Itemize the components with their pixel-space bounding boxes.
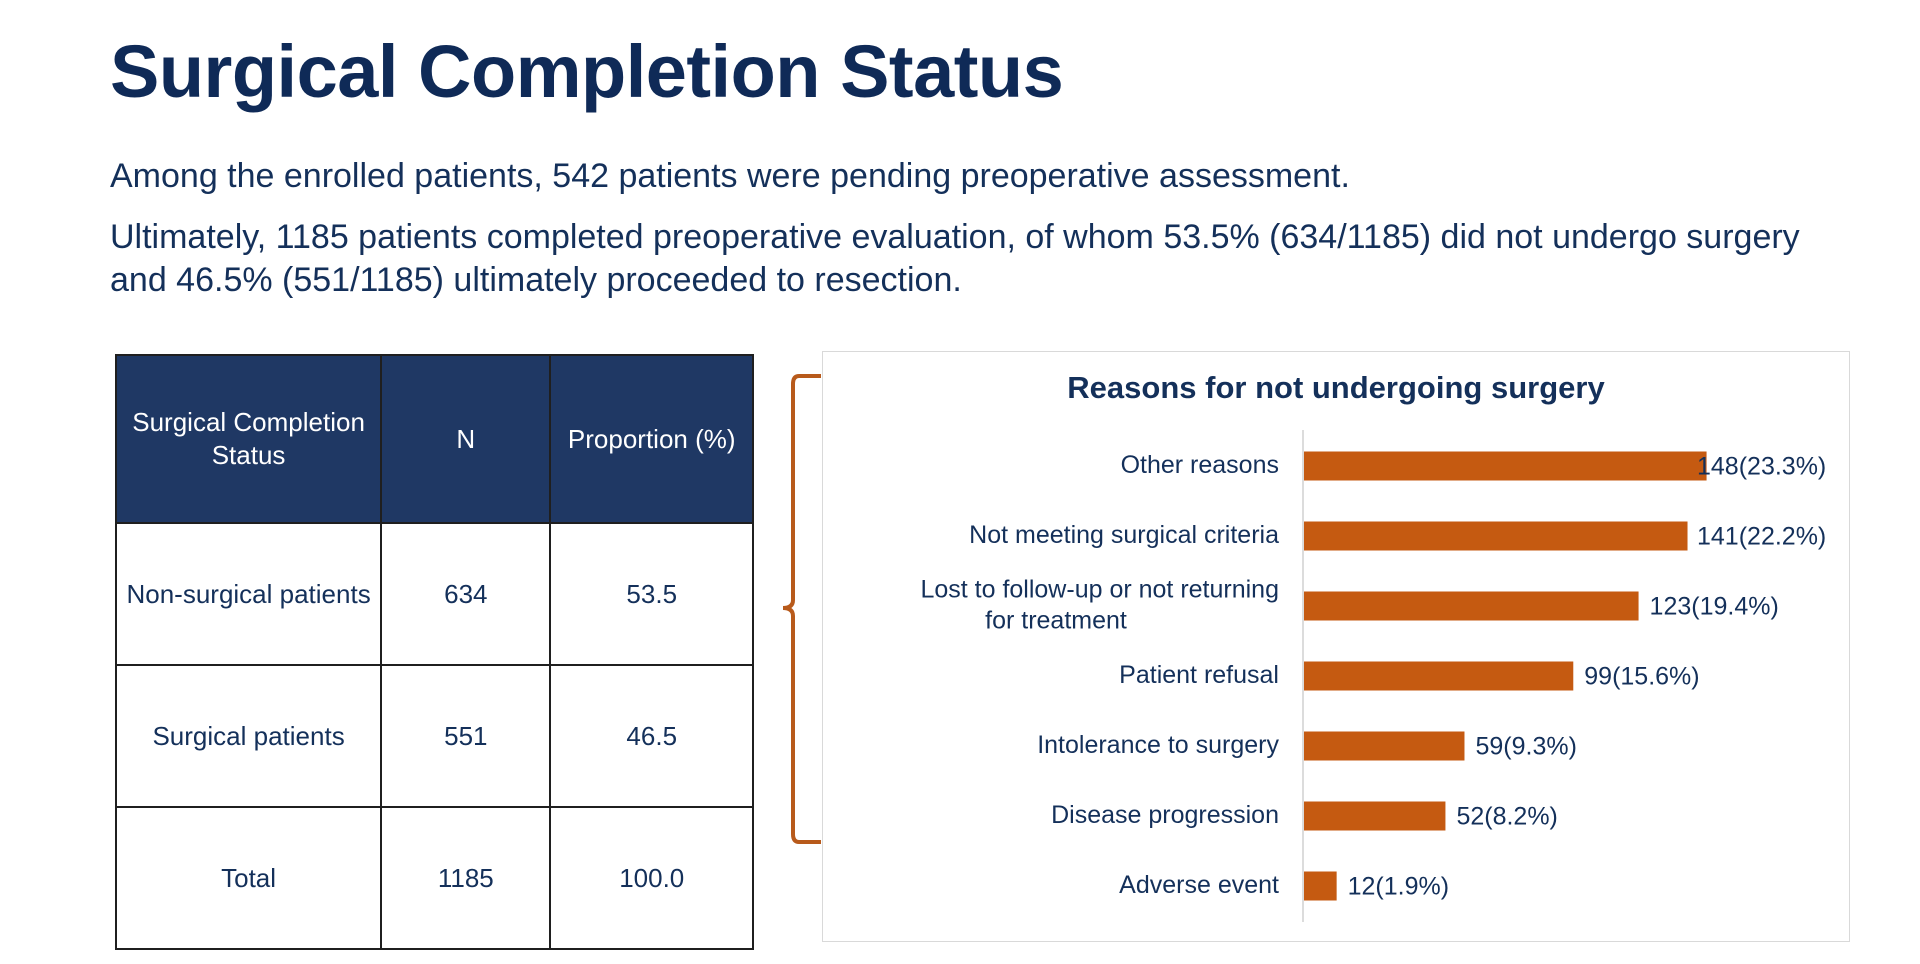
data-label: 123(19.4%) [1650, 593, 1779, 621]
table-row: Total 1185 100.0 [114, 806, 754, 950]
data-label: 148(23.3%) [1697, 453, 1826, 481]
header-status: Surgical Completion Status [114, 354, 383, 524]
cell-status: Surgical patients [114, 664, 383, 808]
header-proportion: Proportion (%) [549, 354, 754, 524]
data-label: 52(8.2%) [1456, 803, 1557, 831]
data-label: 12(1.9%) [1348, 873, 1449, 901]
bar [1304, 871, 1337, 901]
category-label: Intolerance to surgery [1037, 731, 1279, 759]
data-label: 99(15.6%) [1584, 663, 1699, 691]
summary-paragraph-2: Ultimately, 1185 patients completed preo… [110, 218, 1800, 299]
bracket-connector [782, 374, 821, 844]
cell-proportion: 100.0 [549, 806, 754, 950]
header-n: N [380, 354, 552, 524]
cell-n: 1185 [380, 806, 552, 950]
page-title: Surgical Completion Status [110, 30, 1064, 113]
chart-panel: Reasons for not undergoing surgery Other… [822, 351, 1850, 942]
bar [1304, 591, 1639, 621]
data-label: 141(22.2%) [1697, 523, 1826, 551]
table-header-row: Surgical Completion Status N Proportion … [114, 354, 754, 524]
cell-status: Non-surgical patients [114, 522, 383, 666]
bar-chart: Other reasons 148(23.3%) Not meeting surgi… [920, 430, 1826, 922]
cell-n: 551 [380, 664, 552, 808]
table-row: Non-surgical patients 634 53.5 [114, 522, 754, 666]
category-label: Not meeting surgical criteria [969, 521, 1279, 549]
cell-proportion: 53.5 [549, 522, 754, 666]
bar [1304, 661, 1574, 691]
category-label: Other reasons [1121, 451, 1279, 479]
cell-n: 634 [380, 522, 552, 666]
category-label: Adverse event [1119, 871, 1279, 899]
table-row: Surgical patients 551 46.5 [114, 664, 754, 808]
bar [1304, 801, 1446, 831]
bar [1304, 451, 1707, 481]
chart-title: Reasons for not undergoing surgery [1067, 370, 1605, 405]
category-label: Lost to follow-up or not returning for tr… [920, 575, 1279, 634]
cell-proportion: 46.5 [549, 664, 754, 808]
summary-paragraph-1: Among the enrolled patients, 542 patient… [110, 157, 1350, 195]
data-label: 59(9.3%) [1475, 733, 1576, 761]
cell-status: Total [114, 806, 383, 950]
category-label: Patient refusal [1119, 661, 1279, 689]
bar [1304, 521, 1688, 551]
surgical-status-table: Surgical Completion Status N Proportion … [114, 354, 754, 950]
category-label: Disease progression [1051, 801, 1279, 829]
bar [1304, 731, 1465, 761]
